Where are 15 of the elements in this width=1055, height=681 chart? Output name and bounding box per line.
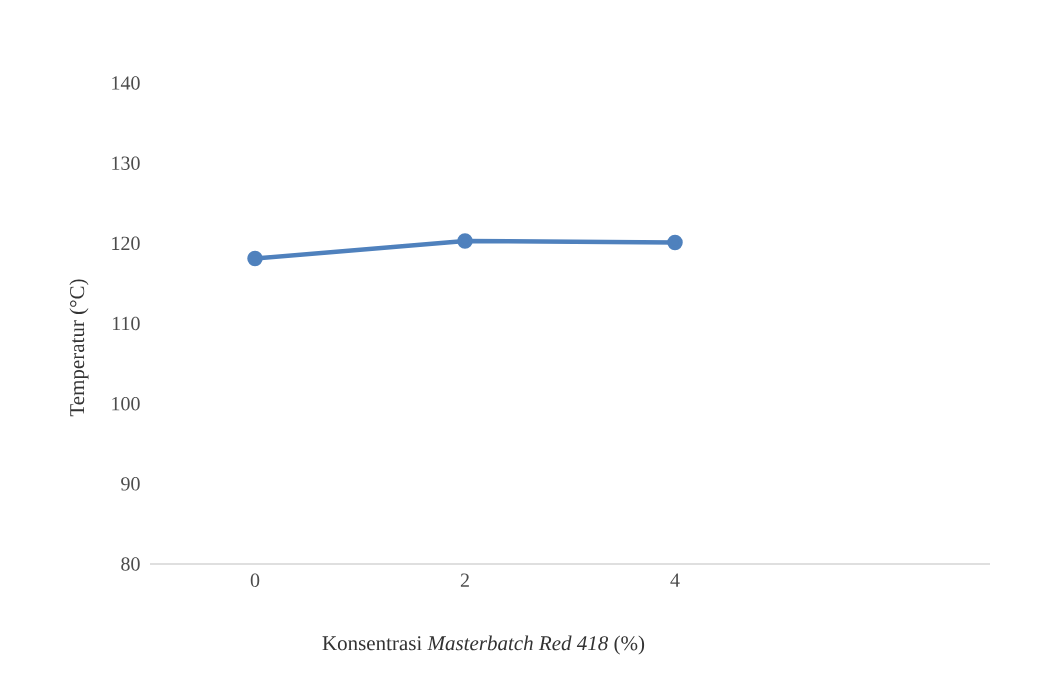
y-tick-label: 100 [112, 396, 140, 411]
y-tick-label: 140 [112, 76, 140, 90]
y-tick-label: 110 [112, 316, 140, 331]
x-tick-label: 0 [250, 573, 260, 588]
y-axis-title: Temperatur (°C) [69, 279, 89, 417]
x-tick-label: 4 [670, 573, 680, 587]
x-axis-title: Konsentrasi Masterbatch Red 418 (%) [322, 635, 645, 655]
x-tick-label: 2 [460, 573, 469, 587]
point [667, 234, 683, 251]
y-tick-label: 90 [121, 477, 140, 491]
point [457, 233, 473, 249]
y-tick-label: 80 [121, 557, 140, 571]
y-tick-label: 130 [112, 156, 140, 170]
y-tick-label: 120 [112, 236, 140, 251]
point [247, 250, 263, 267]
